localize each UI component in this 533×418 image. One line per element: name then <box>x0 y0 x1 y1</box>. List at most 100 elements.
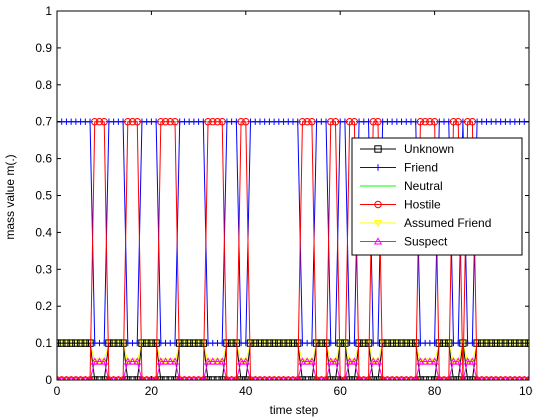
data-point-friend <box>322 118 330 125</box>
data-point-friend <box>412 118 419 125</box>
data-point-suspect <box>326 357 335 365</box>
data-point-unknown <box>256 339 264 347</box>
y-tick-label: 0 <box>45 373 52 387</box>
data-point-unknown <box>142 339 151 347</box>
data-point-friend <box>308 339 316 347</box>
data-point-friend <box>86 118 94 125</box>
data-point-hostile <box>454 118 462 126</box>
y-tick-label: 0.4 <box>35 225 52 239</box>
data-point-suspect <box>128 357 137 365</box>
data-point-unknown <box>227 339 236 347</box>
data-point-hostile <box>237 118 245 126</box>
data-point-suspect <box>468 357 477 365</box>
data-point-unknown <box>279 339 288 347</box>
series-line-unknown <box>57 342 529 380</box>
data-point-friend <box>332 339 339 347</box>
legend-entry-neutral: Neutral <box>360 179 443 193</box>
x-axis-label: time step <box>270 403 319 417</box>
data-point-suspect <box>463 357 472 365</box>
data-point-suspect <box>218 357 227 365</box>
data-point-hostile <box>218 118 226 126</box>
data-point-unknown <box>388 339 396 347</box>
data-point-suspect <box>345 357 354 365</box>
data-point-unknown <box>478 339 486 347</box>
data-point-friend <box>219 339 226 347</box>
data-point-hostile <box>369 118 377 126</box>
data-point-suspect <box>373 357 383 365</box>
data-point-unknown <box>289 339 297 347</box>
y-tick-label: 0.8 <box>35 78 52 92</box>
data-point-unknown <box>440 339 448 347</box>
data-point-friend <box>101 339 108 347</box>
y-tick-label: 0.7 <box>35 115 52 129</box>
data-point-suspect <box>331 357 340 365</box>
data-point-hostile <box>449 118 458 126</box>
data-point-unknown <box>496 339 505 347</box>
legend-box <box>351 137 523 256</box>
data-point-hostile <box>468 118 477 126</box>
data-point-unknown <box>402 339 410 347</box>
data-point-friend <box>233 118 240 125</box>
data-point-hostile <box>209 118 217 126</box>
data-point-suspect <box>161 357 170 365</box>
x-tick-label: 20 <box>145 384 159 398</box>
data-point-suspect <box>454 357 463 365</box>
data-point-unknown <box>265 339 274 347</box>
data-point-unknown <box>147 339 156 347</box>
data-point-hostile <box>213 118 222 126</box>
data-point-hostile <box>345 118 354 126</box>
y-tick-label: 0.3 <box>35 262 52 276</box>
data-point-unknown <box>76 339 85 347</box>
data-point-friend <box>431 339 438 347</box>
data-point-friend <box>134 339 141 347</box>
legend-marker <box>373 219 383 228</box>
data-point-hostile <box>303 118 311 126</box>
data-point-friend <box>469 339 476 347</box>
data-point-hostile <box>416 118 425 126</box>
legend-entry-unknown: Unknown <box>360 142 454 156</box>
legend-marker <box>374 164 382 171</box>
data-point-unknown <box>397 339 406 347</box>
y-tick-label: 0.1 <box>35 336 52 350</box>
data-point-suspect <box>350 357 359 365</box>
data-point-suspect <box>298 357 307 365</box>
data-point-hostile <box>166 118 174 126</box>
data-point-unknown <box>487 339 495 347</box>
data-point-unknown <box>72 339 80 347</box>
data-point-unknown <box>506 339 514 347</box>
data-point-hostile <box>308 118 316 126</box>
legend-label: Suspect <box>404 235 448 249</box>
y-tick-label: 0.9 <box>35 41 52 55</box>
axes: 0 0.1 0.2 0.3 0.4 0.5 0.6 0.7 0.8 0.9 1 0 20 40 60 80 10… <box>35 4 533 398</box>
data-point-hostile <box>242 118 250 126</box>
data-point-unknown <box>515 339 524 347</box>
data-point-hostile <box>128 118 137 126</box>
legend-label: Neutral <box>404 179 443 193</box>
data-point-suspect <box>170 357 180 365</box>
data-point-hostile <box>171 118 179 126</box>
legend-entry-suspect: Suspect <box>360 235 448 249</box>
legend-label: Assumed Friend <box>404 216 491 230</box>
data-point-suspect <box>166 357 175 365</box>
data-point-friend <box>152 118 160 125</box>
data-point-unknown <box>511 339 519 347</box>
data-point-friend <box>242 339 249 347</box>
data-point-hostile <box>331 118 340 126</box>
data-point-suspect <box>156 357 165 365</box>
data-point-suspect <box>95 357 104 365</box>
data-point-hostile <box>157 118 165 126</box>
data-point-unknown <box>190 339 198 347</box>
data-point-unknown <box>180 339 189 347</box>
data-point-unknown <box>260 339 269 347</box>
data-point-friend <box>374 339 382 347</box>
data-point-suspect <box>123 357 132 365</box>
data-point-unknown <box>407 339 415 347</box>
data-point-suspect <box>237 357 246 365</box>
data-point-unknown <box>114 339 123 347</box>
data-point-friend <box>459 118 467 125</box>
legend: Unknown Friend Neutral Hostile Assumed Frien… <box>351 137 523 256</box>
data-point-suspect <box>369 357 378 365</box>
data-point-suspect <box>100 357 109 365</box>
legend-marker <box>374 145 382 153</box>
